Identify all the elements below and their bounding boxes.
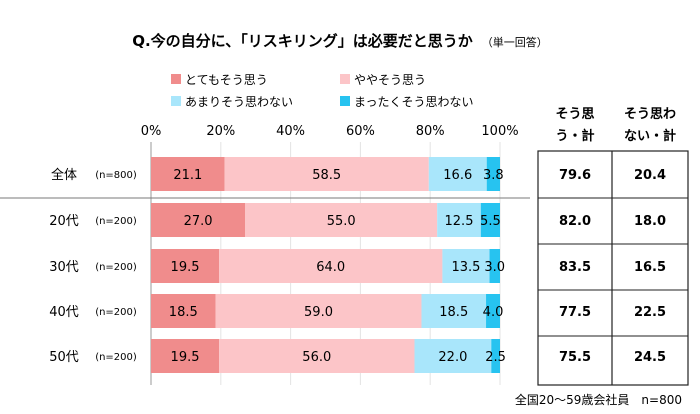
bar-r4-s2 [215,294,422,328]
value-label-r5-s1: 19.5 [171,350,200,365]
bar-r4-s4 [486,294,500,328]
value-label-r4-s3: 18.5 [439,305,468,320]
summary-value-r2-c2: 18.0 [634,214,666,229]
bar-r4-s1 [151,294,216,328]
value-label-r2-s3: 12.5 [445,214,474,229]
value-label-r3-s3: 13.5 [451,260,480,275]
legend-swatch-2 [340,74,350,84]
bar-r5-s2 [219,339,415,373]
value-label-r3-s2: 64.0 [316,260,345,275]
bar-r5-s3 [414,339,492,373]
bar-r5-s1 [151,339,220,373]
bar-r4-s3 [421,294,487,328]
row-n-5: (n=200) [95,352,137,363]
x-tick-label-3: 60% [346,124,375,139]
value-label-r1-s1: 21.1 [173,168,202,183]
bar-r3-s2 [219,249,443,283]
value-label-r2-s2: 55.0 [327,214,356,229]
legend-label-2: ややそう思う [354,73,426,87]
x-tick-label-1: 20% [206,124,235,139]
legend-swatch-4 [340,96,350,106]
row-labels: 全体 (n=800) 20代 (n=200) 30代 (n=200) 40代 (n=200) 5… [49,167,137,365]
summary-header-1-line-2: う・計 [555,128,594,144]
bar-r3-s4 [489,249,500,283]
bar-r2-s1 [151,203,246,237]
value-label-r2-s1: 27.0 [184,214,213,229]
summary-header-2-line-2: ない・計 [624,128,676,144]
summary-value-r4-c1: 77.5 [559,305,591,320]
value-label-r4-s2: 59.0 [304,305,333,320]
value-label-r3-s1: 19.5 [171,260,200,275]
row-label-2: 20代 [49,214,79,229]
summary-header-1-line-1: そう思 [555,107,594,122]
row-label-5: 50代 [49,350,79,365]
bar-r2-s3 [437,203,481,237]
row-n-1: (n=800) [95,170,137,181]
bar-r1-s3 [428,157,487,191]
row-n-4: (n=200) [95,307,137,318]
value-label-r3-s4: 3.0 [484,260,505,275]
summary-header-2-line-1: そう思わ [624,107,676,122]
bar-r2-s2 [245,203,438,237]
legend-swatch-3 [171,96,181,106]
value-label-r1-s3: 16.6 [443,168,472,183]
x-tick-label-5: 100% [481,124,518,139]
footnote: 全国20～59歳会社員 n=800 [515,392,682,407]
row-n-2: (n=200) [95,216,137,227]
value-label-r5-s2: 56.0 [302,350,331,365]
summary-value-r5-c2: 24.5 [634,350,666,365]
legend-label-1: とてもそう思う [185,73,268,87]
value-label-r4-s4: 4.0 [483,305,504,320]
summary-value-r4-c2: 22.5 [634,305,666,320]
bar-r3-s3 [442,249,490,283]
bars: 21.1 58.5 16.6 3.8 27.0 55.0 12.5 5.5 19.5 64.0 13… [151,157,506,373]
bar-r1-s4 [486,157,500,191]
summary-border [537,150,689,386]
row-n-3: (n=200) [95,262,137,273]
summary-table: そう思う・計 そう思わない・計 79.6 20.4 82.0 18.0 83.5 16.5 77… [537,107,689,386]
row-label-3: 30代 [49,260,79,275]
value-label-r4-s1: 18.5 [169,305,198,320]
bar-r5-s4 [491,339,500,373]
legend-label-4: まったくそう思わない [354,95,474,109]
legend-swatch-1 [171,74,181,84]
summary-value-r2-c1: 82.0 [559,214,591,229]
value-label-r2-s4: 5.5 [480,214,501,229]
row-label-1: 全体 [51,167,77,183]
value-label-r1-s4: 3.8 [483,168,504,183]
bar-r1-s2 [224,157,429,191]
bar-r1-s1 [151,157,225,191]
summary-value-r5-c1: 75.5 [559,350,591,365]
row-label-4: 40代 [49,305,79,320]
value-label-r5-s4: 2.5 [485,350,506,365]
x-tick-label-4: 80% [416,124,445,139]
value-label-r5-s3: 22.0 [438,350,467,365]
chart-subtitle: （単一回答） [482,35,548,49]
summary-value-r1-c2: 20.4 [634,168,666,183]
bar-r2-s4 [480,203,500,237]
bar-r3-s1 [151,249,220,283]
chart-title: Q.今の自分に、「リスキリング」は必要だと思うか （単一回答） [132,31,548,50]
legend-label-3: あまりそう思わない [185,95,293,109]
x-tick-label-2: 40% [276,124,305,139]
chart-title-main: Q.今の自分に、「リスキリング」は必要だと思うか [132,32,473,50]
value-label-r1-s2: 58.5 [312,168,341,183]
summary-value-r3-c2: 16.5 [634,260,666,275]
summary-value-r3-c1: 83.5 [559,260,591,275]
x-tick-label-0: 0% [141,124,162,139]
summary-value-r1-c1: 79.6 [559,168,591,183]
